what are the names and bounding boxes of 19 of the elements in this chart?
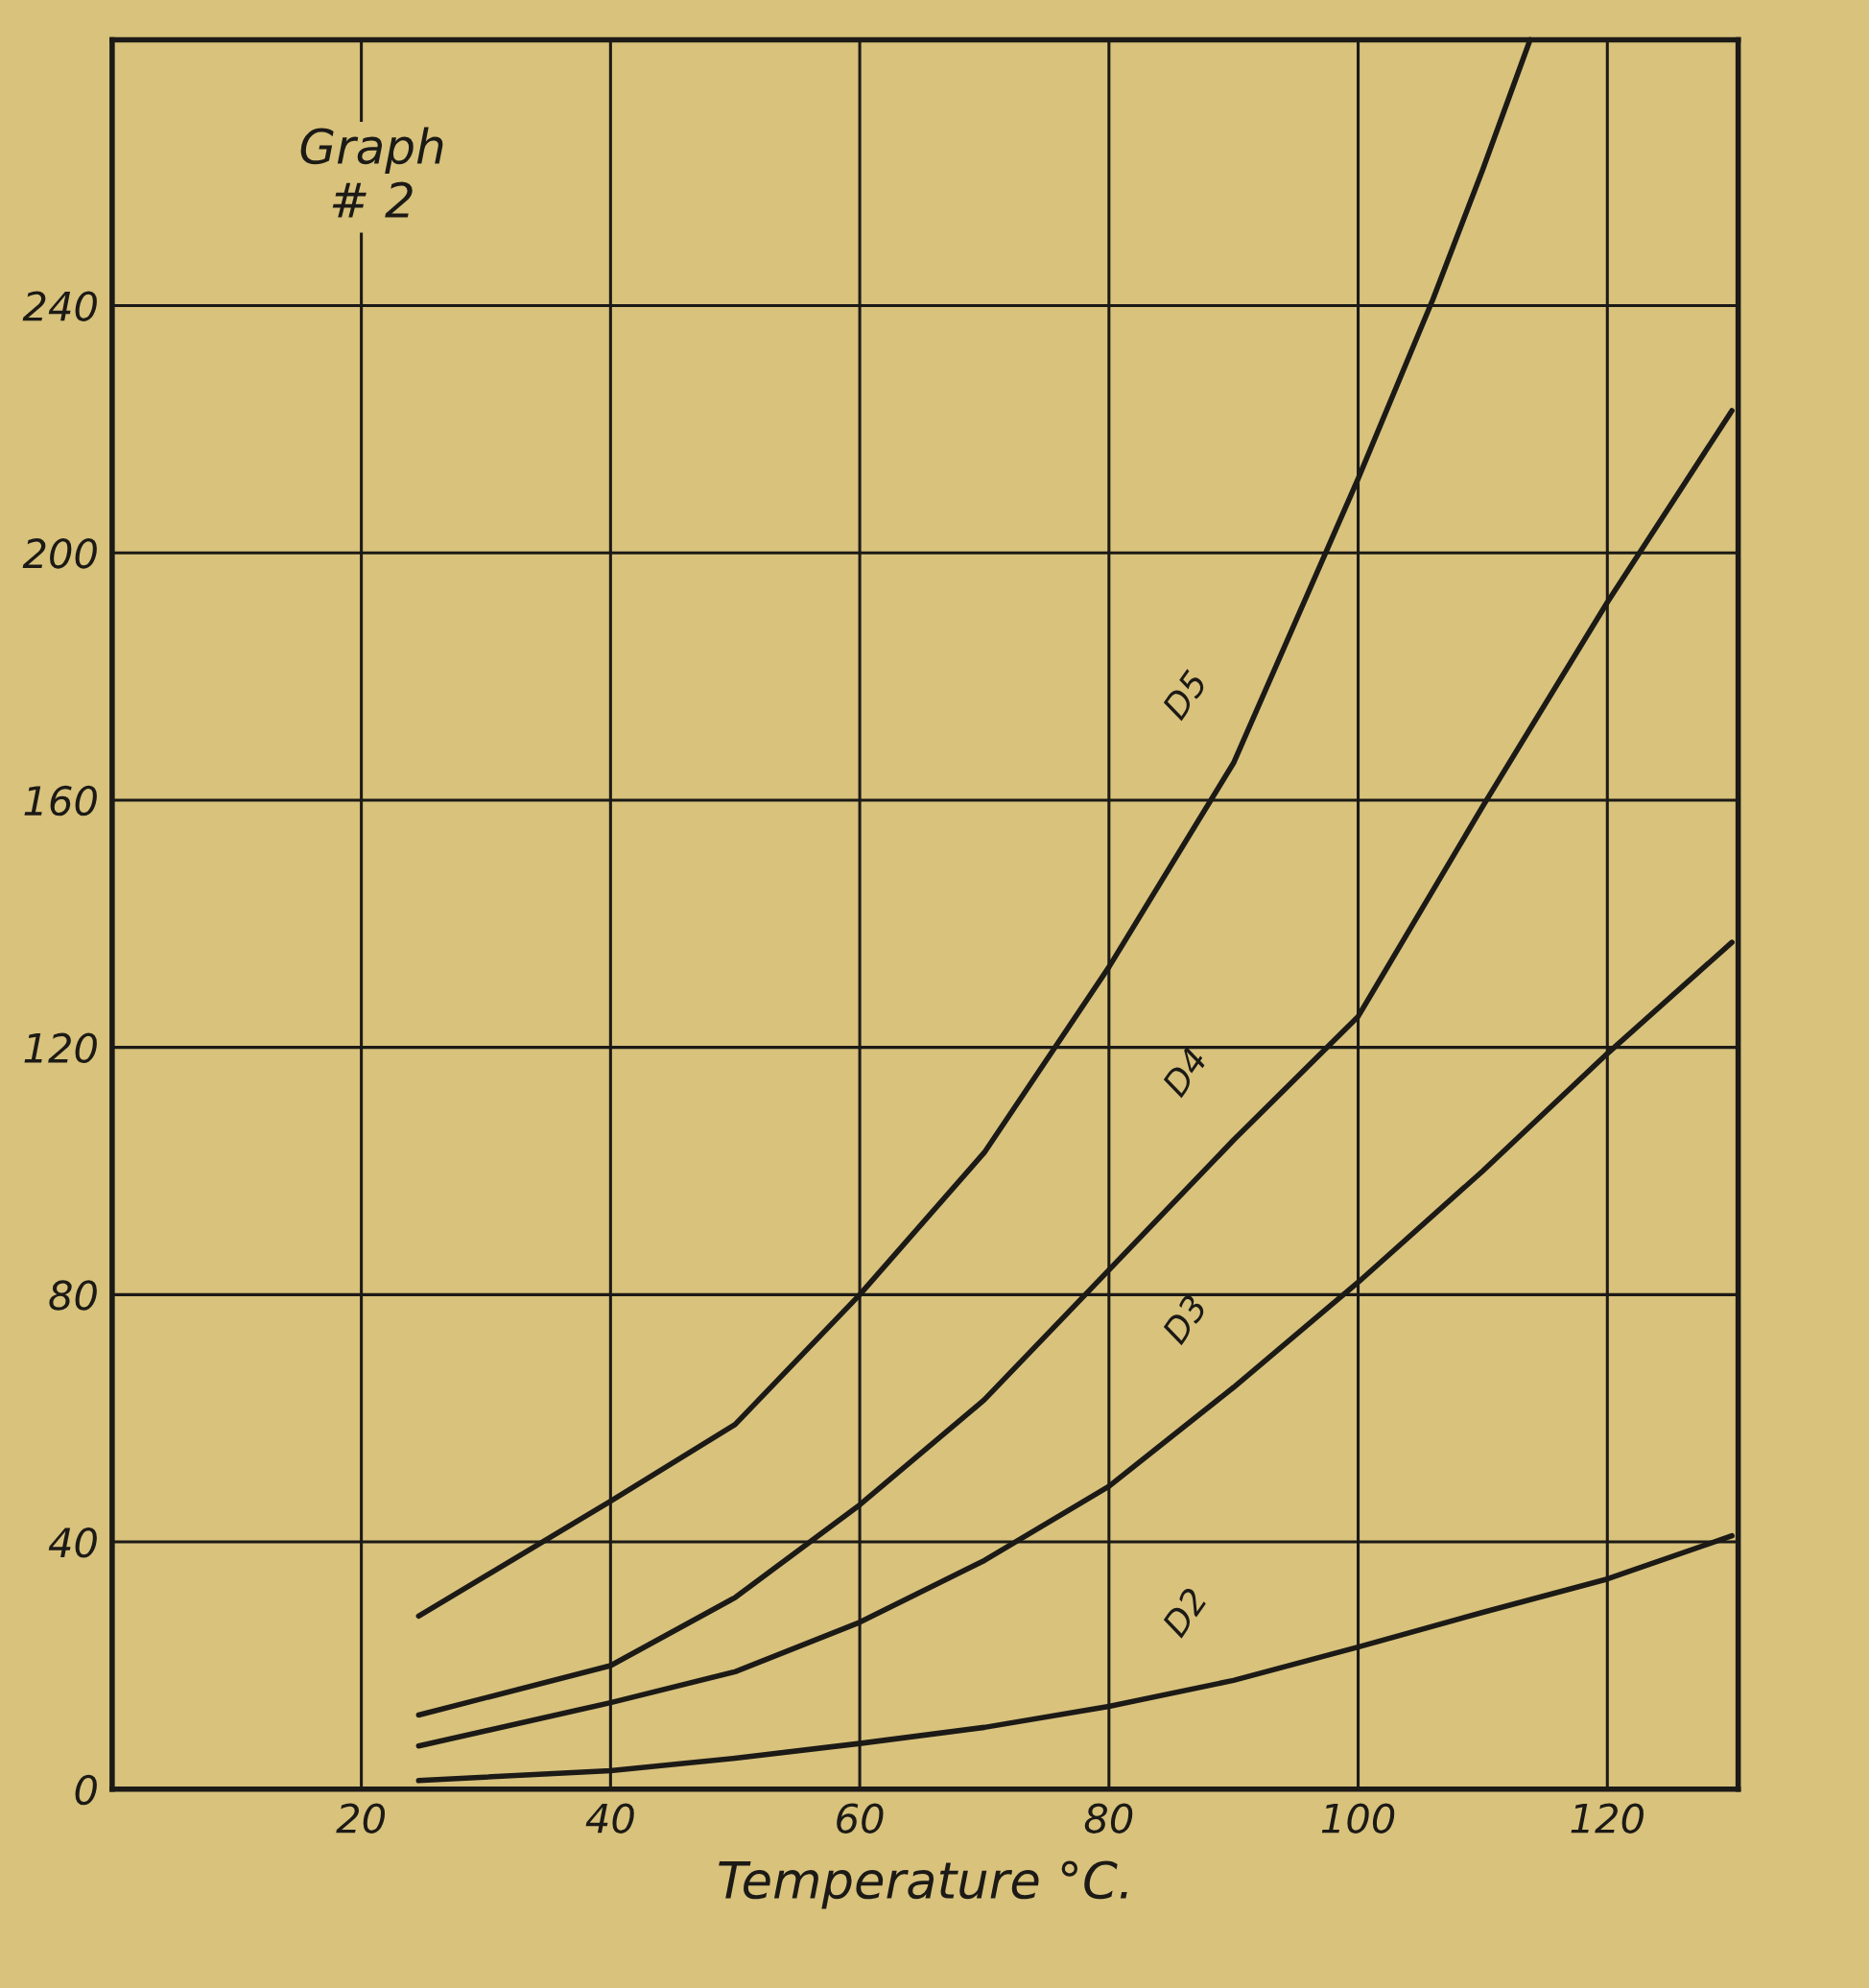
y-tick-label: 160 xyxy=(24,785,97,816)
x-tick-label: 60 xyxy=(837,1803,884,1834)
x-tick-label: 80 xyxy=(1084,1803,1133,1834)
text: D3 xyxy=(1160,1292,1209,1346)
y-tick-label: 240 xyxy=(22,291,97,321)
text: D4 xyxy=(1160,1046,1208,1099)
x-tick-label: 40 xyxy=(585,1803,634,1834)
x-tick-label: 20 xyxy=(336,1803,386,1834)
text: D2 xyxy=(1160,1586,1208,1639)
y-tick-label: 200 xyxy=(22,538,97,569)
y-tick-label: 0 xyxy=(75,1774,97,1806)
x-axis-title: Temperature °C. xyxy=(719,1860,1127,1909)
text: D5 xyxy=(1160,669,1209,722)
text: Graph # 2 xyxy=(300,127,443,218)
x-tick-label: 120 xyxy=(1571,1803,1644,1834)
y-tick-label: 120 xyxy=(24,1032,97,1064)
x-tick-label: 100 xyxy=(1321,1803,1395,1834)
y-tick-label: 80 xyxy=(49,1280,97,1311)
y-tick-label: 40 xyxy=(48,1526,97,1558)
